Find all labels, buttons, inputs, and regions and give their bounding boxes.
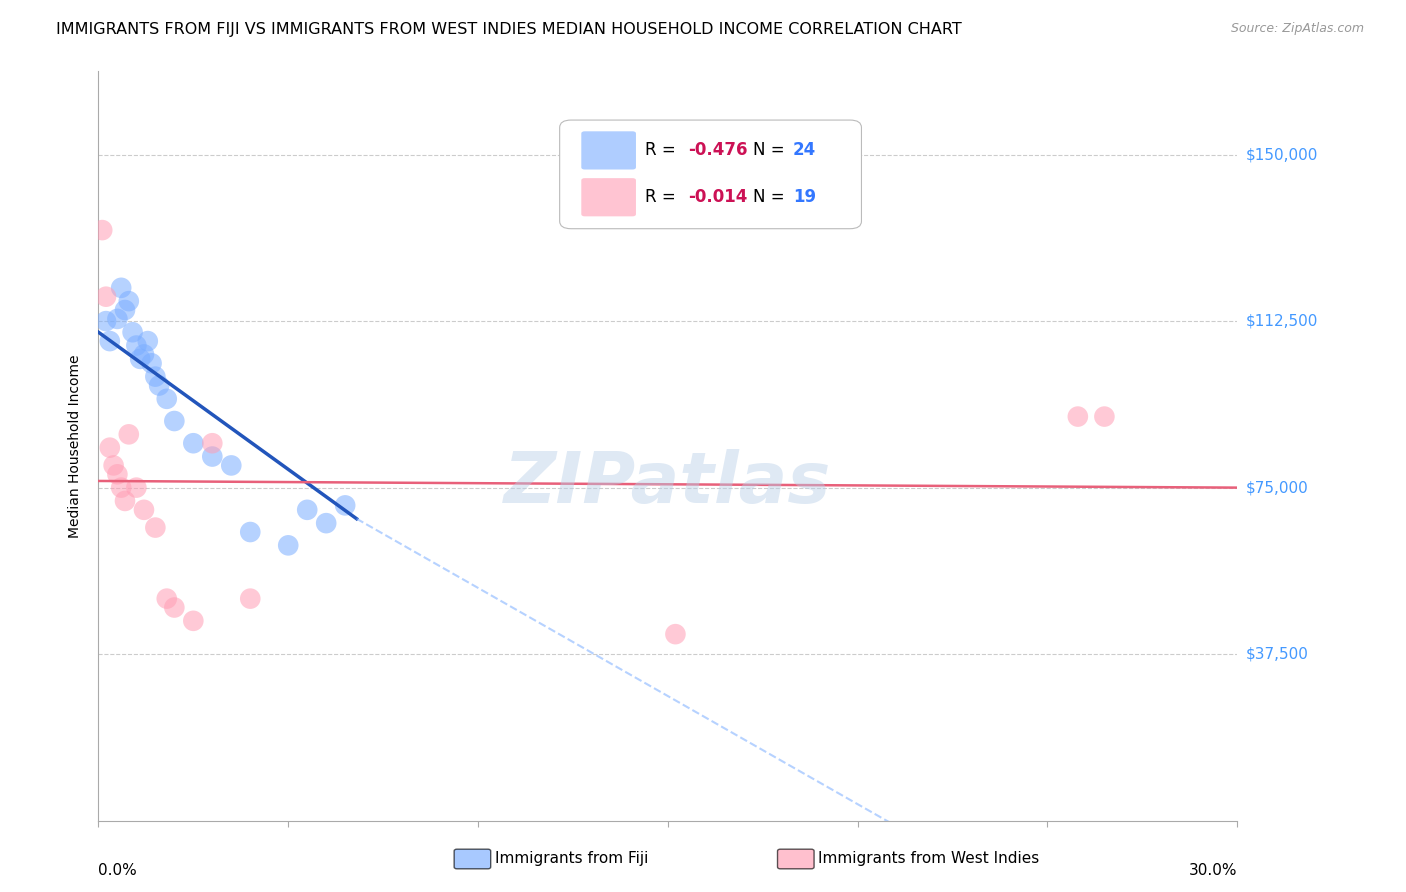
FancyBboxPatch shape	[560, 120, 862, 228]
FancyBboxPatch shape	[581, 131, 636, 169]
Point	[136, 334, 159, 348]
Text: 0.0%: 0.0%	[98, 863, 138, 878]
Point	[132, 503, 155, 517]
Text: 30.0%: 30.0%	[1189, 863, 1237, 878]
Point	[114, 494, 136, 508]
Point	[145, 369, 167, 384]
Point	[129, 351, 152, 366]
Point	[277, 538, 299, 552]
Point	[94, 314, 117, 328]
Point	[118, 427, 141, 442]
Text: N =: N =	[754, 141, 790, 159]
Point	[201, 436, 224, 450]
Text: Source: ZipAtlas.com: Source: ZipAtlas.com	[1230, 22, 1364, 36]
Point	[107, 467, 129, 482]
Point	[107, 312, 129, 326]
Point	[103, 458, 125, 473]
Point	[98, 441, 121, 455]
Point	[221, 458, 243, 473]
Point	[118, 294, 141, 309]
Text: $37,500: $37,500	[1246, 647, 1309, 662]
Text: R =: R =	[645, 188, 681, 206]
Point	[335, 499, 357, 513]
Point	[297, 503, 319, 517]
Point	[156, 392, 179, 406]
Point	[141, 356, 163, 370]
Text: $75,000: $75,000	[1246, 480, 1309, 495]
Point	[125, 481, 148, 495]
Point	[145, 520, 167, 534]
Y-axis label: Median Household Income: Median Household Income	[69, 354, 83, 538]
Point	[315, 516, 337, 530]
Point	[201, 450, 224, 464]
Point	[1067, 409, 1090, 424]
Text: $150,000: $150,000	[1246, 147, 1317, 162]
Point	[163, 600, 186, 615]
Text: Immigrants from Fiji: Immigrants from Fiji	[495, 852, 648, 866]
Text: IMMIGRANTS FROM FIJI VS IMMIGRANTS FROM WEST INDIES MEDIAN HOUSEHOLD INCOME CORR: IMMIGRANTS FROM FIJI VS IMMIGRANTS FROM …	[56, 22, 962, 37]
Point	[163, 414, 186, 428]
Text: Immigrants from West Indies: Immigrants from West Indies	[818, 852, 1039, 866]
Point	[91, 223, 114, 237]
Text: -0.014: -0.014	[689, 188, 748, 206]
Point	[183, 436, 205, 450]
Point	[239, 524, 262, 539]
Text: 19: 19	[793, 188, 817, 206]
Point	[110, 281, 132, 295]
Point	[1094, 409, 1116, 424]
Point	[239, 591, 262, 606]
Text: ZIPatlas: ZIPatlas	[505, 449, 831, 518]
Text: $112,500: $112,500	[1246, 314, 1317, 328]
Text: 24: 24	[793, 141, 817, 159]
FancyBboxPatch shape	[581, 178, 636, 217]
Point	[183, 614, 205, 628]
Point	[121, 325, 143, 339]
Point	[110, 481, 132, 495]
Point	[125, 338, 148, 352]
Point	[156, 591, 179, 606]
Text: R =: R =	[645, 141, 681, 159]
Text: N =: N =	[754, 188, 790, 206]
Point	[94, 290, 117, 304]
Point	[114, 303, 136, 318]
Text: -0.476: -0.476	[689, 141, 748, 159]
Point	[98, 334, 121, 348]
Point	[664, 627, 686, 641]
Point	[132, 347, 155, 361]
Point	[148, 378, 170, 392]
